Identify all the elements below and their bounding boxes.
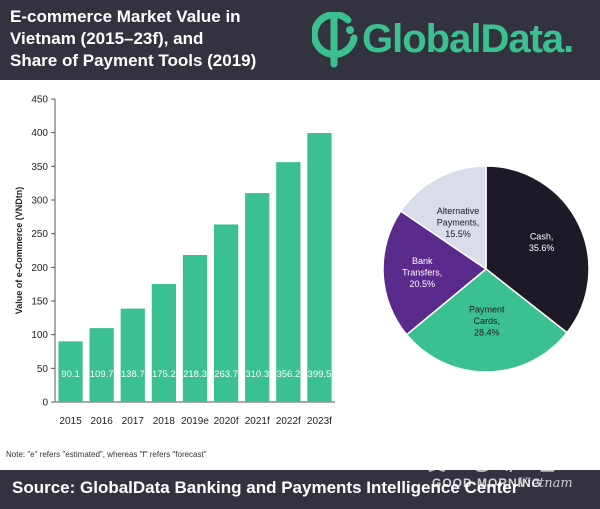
bar-value-label: 90.1 — [61, 369, 80, 380]
bar-value-label: 399.5 — [308, 369, 332, 380]
pie-label: Alternative Payments, 15.5% — [437, 206, 480, 239]
globaldata-logo-icon — [312, 12, 358, 68]
y-tick-label: 250 — [31, 229, 48, 240]
x-tick-label: 2018 — [153, 416, 176, 427]
y-tick-label: 150 — [31, 297, 48, 308]
y-tick-label: 100 — [31, 330, 48, 341]
bar-value-label: 138.7 — [121, 369, 145, 380]
pie-label: Cash, 35.6% — [529, 232, 555, 254]
bar-2020f — [213, 224, 239, 402]
x-tick-label: 2016 — [91, 416, 114, 427]
pie-label: Payment Cards, 28.4% — [469, 305, 505, 338]
title-line-2: Vietnam (2015–23f), and — [10, 29, 204, 48]
watermark-script: Vietnam — [518, 476, 573, 491]
bar-2018 — [151, 284, 177, 402]
x-tick-label: 2020f — [214, 416, 239, 427]
y-tick-label: 0 — [42, 398, 48, 409]
pie-label: Bank Transfers, 20.5% — [402, 256, 442, 289]
bar-2019e — [182, 255, 208, 402]
bar-2015 — [58, 341, 83, 402]
y-tick-label: 350 — [31, 162, 48, 173]
source-text: Source: GlobalData Banking and Payments … — [12, 478, 519, 497]
bar-2021f — [245, 193, 270, 402]
bar-value-label: 310.3 — [245, 369, 269, 380]
y-axis-label: Value of e-Commerce (VNDtn) — [14, 187, 24, 315]
title-line-3: Share of Payment Tools (2019) — [10, 51, 257, 70]
chart-title: E-commerce Market Value in Vietnam (2015… — [10, 6, 310, 72]
y-tick-label: 400 — [31, 128, 48, 139]
globaldata-logo: GlobalData. — [312, 10, 592, 70]
x-tick-label: 2022f — [276, 416, 301, 427]
pie-chart: Cash, 35.6% Payment Cards, 28.4% Bank Transfer… — [382, 165, 590, 373]
bar-2016 — [89, 328, 114, 402]
y-tick-label: 200 — [31, 263, 48, 274]
watermark: 굿모닝베트남 GOOD MORNING Vietnam — [414, 442, 594, 502]
x-tick-label: 2023f — [307, 416, 332, 427]
pie-slice-payment-cards — [405, 268, 569, 373]
x-tick-label: 2017 — [122, 416, 145, 427]
bar-value-label: 175.2 — [152, 369, 176, 380]
chart-note: Note: "e" refers "estimated", whereas "f… — [6, 450, 207, 459]
pie-slice-alternative-payments — [399, 165, 487, 271]
x-tick-label: 2021f — [245, 416, 270, 427]
bar-value-label: 218.3 — [183, 369, 207, 380]
pie-slice-bank-transfers — [382, 210, 488, 336]
bar-value-label: 356.2 — [276, 369, 300, 380]
title-line-1: E-commerce Market Value in — [10, 7, 241, 26]
x-tick-label: 2019e — [181, 416, 209, 427]
bar-value-label: 109.7 — [90, 369, 114, 380]
footer-banner: Source: GlobalData Banking and Payments … — [0, 470, 600, 509]
bar-2022f — [276, 162, 301, 402]
bar-2017 — [120, 308, 145, 402]
watermark-line: GOOD MORNING — [432, 476, 542, 490]
watermark-korean: 굿모닝베트남 — [426, 448, 559, 476]
header-banner: E-commerce Market Value in Vietnam (2015… — [0, 0, 600, 80]
bar-chart: 0 50 100 150 200 250 300 350 400 450 Value of e-Co… — [14, 95, 335, 427]
x-tick-label: 2015 — [59, 416, 82, 427]
y-tick-label: 300 — [31, 196, 48, 207]
y-tick-label: 50 — [37, 364, 49, 375]
y-tick-label: 450 — [31, 95, 48, 106]
bar-2023f — [307, 133, 332, 402]
pie-slice-cash — [485, 165, 590, 334]
logo-wordmark: GlobalData. — [362, 17, 574, 61]
bar-value-label: 263.7 — [214, 369, 238, 380]
